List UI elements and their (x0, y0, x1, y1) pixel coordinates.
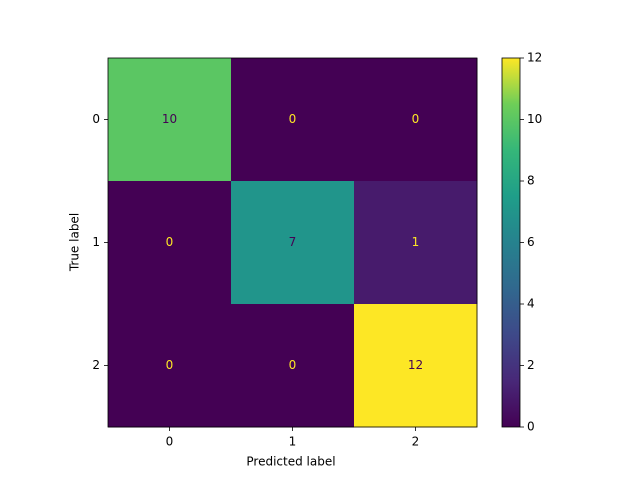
cell-value: 0 (412, 112, 420, 126)
colorbar-tick-label: 4 (527, 297, 535, 311)
colorbar-tick-label: 0 (527, 420, 535, 434)
cell-value: 0 (166, 358, 174, 372)
x-tick-label: 0 (166, 435, 174, 449)
colorbar (501, 57, 521, 428)
heatmap-cell (231, 58, 355, 182)
y-tick-label: 0 (92, 112, 100, 126)
heatmap-cell (354, 304, 478, 428)
x-axis-label: Predicted label (246, 455, 335, 469)
x-tick-label: 2 (412, 435, 420, 449)
y-tick-label: 2 (92, 358, 100, 372)
cell-value: 12 (408, 358, 423, 372)
colorbar-tick-label: 8 (527, 174, 535, 188)
cell-value: 7 (289, 235, 297, 249)
cell-value: 0 (166, 235, 174, 249)
heatmap-cell (108, 58, 232, 182)
colorbar-tick-label: 6 (527, 235, 535, 249)
cell-value: 0 (289, 358, 297, 372)
cell-value: 0 (289, 112, 297, 126)
y-axis-label: True label (68, 213, 82, 272)
cell-value: 1 (412, 235, 420, 249)
cell-value: 10 (162, 112, 177, 126)
y-tick-label: 1 (92, 235, 100, 249)
heatmap-cell (354, 58, 478, 182)
heatmap-cell (354, 181, 478, 305)
heatmap-cell (108, 304, 232, 428)
heatmap-cell (108, 181, 232, 305)
colorbar-tick-label: 2 (527, 358, 535, 372)
x-tick-label: 1 (289, 435, 297, 449)
heatmap-cell (231, 304, 355, 428)
heatmap-cell (231, 181, 355, 305)
colorbar-tick-label: 10 (527, 112, 542, 126)
colorbar-tick-label: 12 (527, 51, 542, 65)
